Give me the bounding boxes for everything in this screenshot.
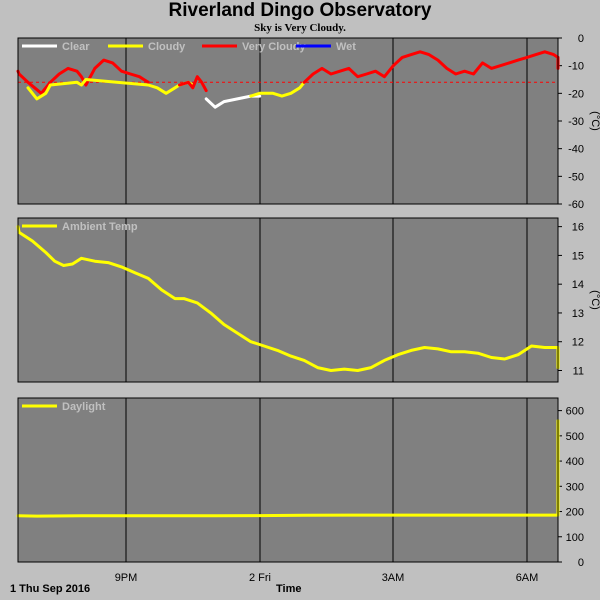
y-axis-label: (°C)	[589, 290, 600, 310]
plot-area-2	[18, 218, 558, 382]
y-tick-label: 0	[578, 33, 584, 45]
y-tick-label: 12	[572, 337, 584, 349]
y-tick-label: 16	[572, 222, 584, 234]
y-tick-label: -30	[568, 116, 584, 128]
x-tick-label: 3AM	[382, 572, 405, 584]
x-tick-label: 2 Fri	[249, 572, 271, 584]
series-line-cloudy	[16, 225, 560, 372]
y-tick-label: 15	[572, 250, 584, 262]
y-tick-label: 200	[566, 507, 584, 519]
y-axis-label: (°C)	[589, 111, 600, 131]
legend-label: Cloudy	[148, 41, 186, 53]
legend-label: Very Cloudy	[242, 41, 306, 53]
y-tick-label: 13	[572, 308, 584, 320]
y-tick-label: 11	[573, 365, 584, 377]
y-tick-label: 0	[578, 557, 584, 569]
legend-label: Ambient Temp	[62, 221, 138, 233]
plot-border-1	[17, 37, 559, 205]
date-label: 1 Thu Sep 2016	[10, 583, 91, 595]
y-tick-label: -20	[568, 88, 584, 100]
y-tick-label: 600	[566, 406, 584, 418]
y-tick-label: -10	[568, 61, 584, 73]
legend-label: Daylight	[62, 401, 106, 413]
legend-label: Clear	[62, 41, 90, 53]
plot-border-2	[17, 217, 559, 383]
y-tick-label: 300	[566, 481, 584, 493]
y-tick-label: -50	[568, 171, 584, 183]
y-tick-label: 100	[566, 532, 584, 544]
plot-border-3	[17, 397, 559, 563]
x-tick-label: 6AM	[516, 572, 539, 584]
sky-status-subtitle: Sky is Very Cloudy.	[254, 22, 346, 34]
y-tick-label: -40	[568, 144, 584, 156]
series-line-very-cloudy	[178, 75, 208, 93]
page-title: Riverland Dingo Observatory	[168, 0, 432, 21]
y-tick-label: -60	[568, 199, 584, 211]
y-tick-label: 14	[572, 279, 584, 291]
plot-area-3	[18, 398, 558, 562]
legend-label: Wet	[336, 41, 356, 53]
plot-area-1	[18, 38, 558, 204]
series-line-cloudy	[249, 80, 306, 98]
y-tick-label: 400	[566, 456, 584, 468]
time-axis-label: Time	[276, 583, 302, 595]
x-tick-label: 9PM	[115, 572, 138, 584]
y-tick-label: 500	[566, 431, 584, 443]
